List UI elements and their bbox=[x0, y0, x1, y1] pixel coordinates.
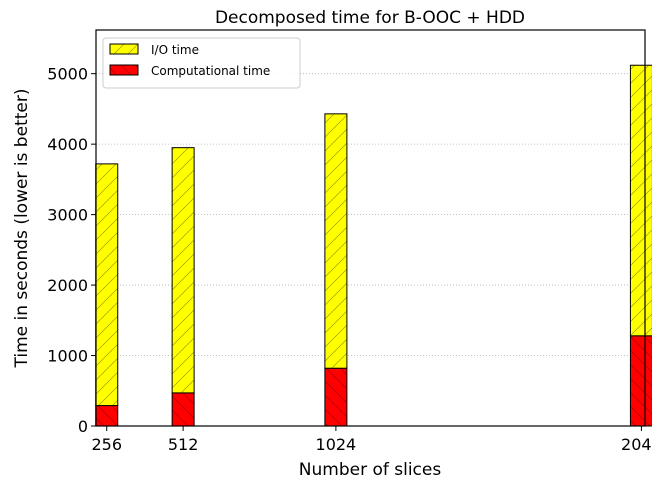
bar-computational-time bbox=[324, 367, 348, 427]
x-axis-label: Number of slices bbox=[299, 460, 442, 480]
y-tick-label: 1000 bbox=[47, 347, 88, 366]
y-tick-label: 3000 bbox=[47, 206, 88, 225]
chart-title: Decomposed time for B-OOC + HDD bbox=[215, 8, 525, 28]
bar-i-o-time bbox=[629, 64, 652, 337]
y-axis-ticks: 0 1000 2000 3000 4000 5000 bbox=[47, 65, 96, 436]
y-tick-label: 2000 bbox=[47, 276, 88, 295]
legend: I/O time Computational time bbox=[102, 37, 301, 89]
x-tick-label: 256 bbox=[91, 435, 122, 454]
x-tick-label: 1024 bbox=[316, 435, 357, 454]
y-tick-label: 0 bbox=[78, 417, 88, 436]
bar-hatch bbox=[95, 405, 119, 427]
x-tick-label: 2048 bbox=[621, 435, 652, 454]
bars bbox=[95, 64, 652, 427]
bar-computational-time bbox=[629, 335, 652, 427]
bar-computational-time bbox=[171, 392, 195, 427]
legend-box bbox=[102, 37, 301, 89]
bar-i-o-time bbox=[95, 163, 119, 407]
x-axis-ticks: 256 512 1024 2048 bbox=[91, 426, 652, 454]
bar-hatch bbox=[324, 367, 348, 427]
x-tick-label: 512 bbox=[168, 435, 199, 454]
bar-hatch bbox=[324, 113, 348, 369]
legend-label: I/O time bbox=[151, 43, 199, 57]
legend-swatch-hatch bbox=[109, 43, 139, 55]
legend-label: Computational time bbox=[151, 64, 270, 78]
bar-computational-time bbox=[95, 405, 119, 427]
legend-item: I/O time bbox=[109, 43, 199, 57]
bar-hatch bbox=[171, 147, 195, 394]
plot-frame bbox=[95, 29, 646, 427]
bar-hatch bbox=[629, 64, 652, 337]
legend-item: Computational time bbox=[109, 64, 270, 78]
bar-i-o-time bbox=[324, 113, 348, 369]
y-axis-label: Time in seconds (lower is better) bbox=[12, 89, 32, 369]
bar-hatch bbox=[171, 392, 195, 427]
legend-swatch-hatch bbox=[109, 64, 139, 76]
y-tick-label: 5000 bbox=[47, 65, 88, 84]
y-tick-label: 4000 bbox=[47, 135, 88, 154]
bar-hatch bbox=[95, 163, 119, 407]
bar-i-o-time bbox=[171, 147, 195, 394]
bar-hatch bbox=[629, 335, 652, 427]
